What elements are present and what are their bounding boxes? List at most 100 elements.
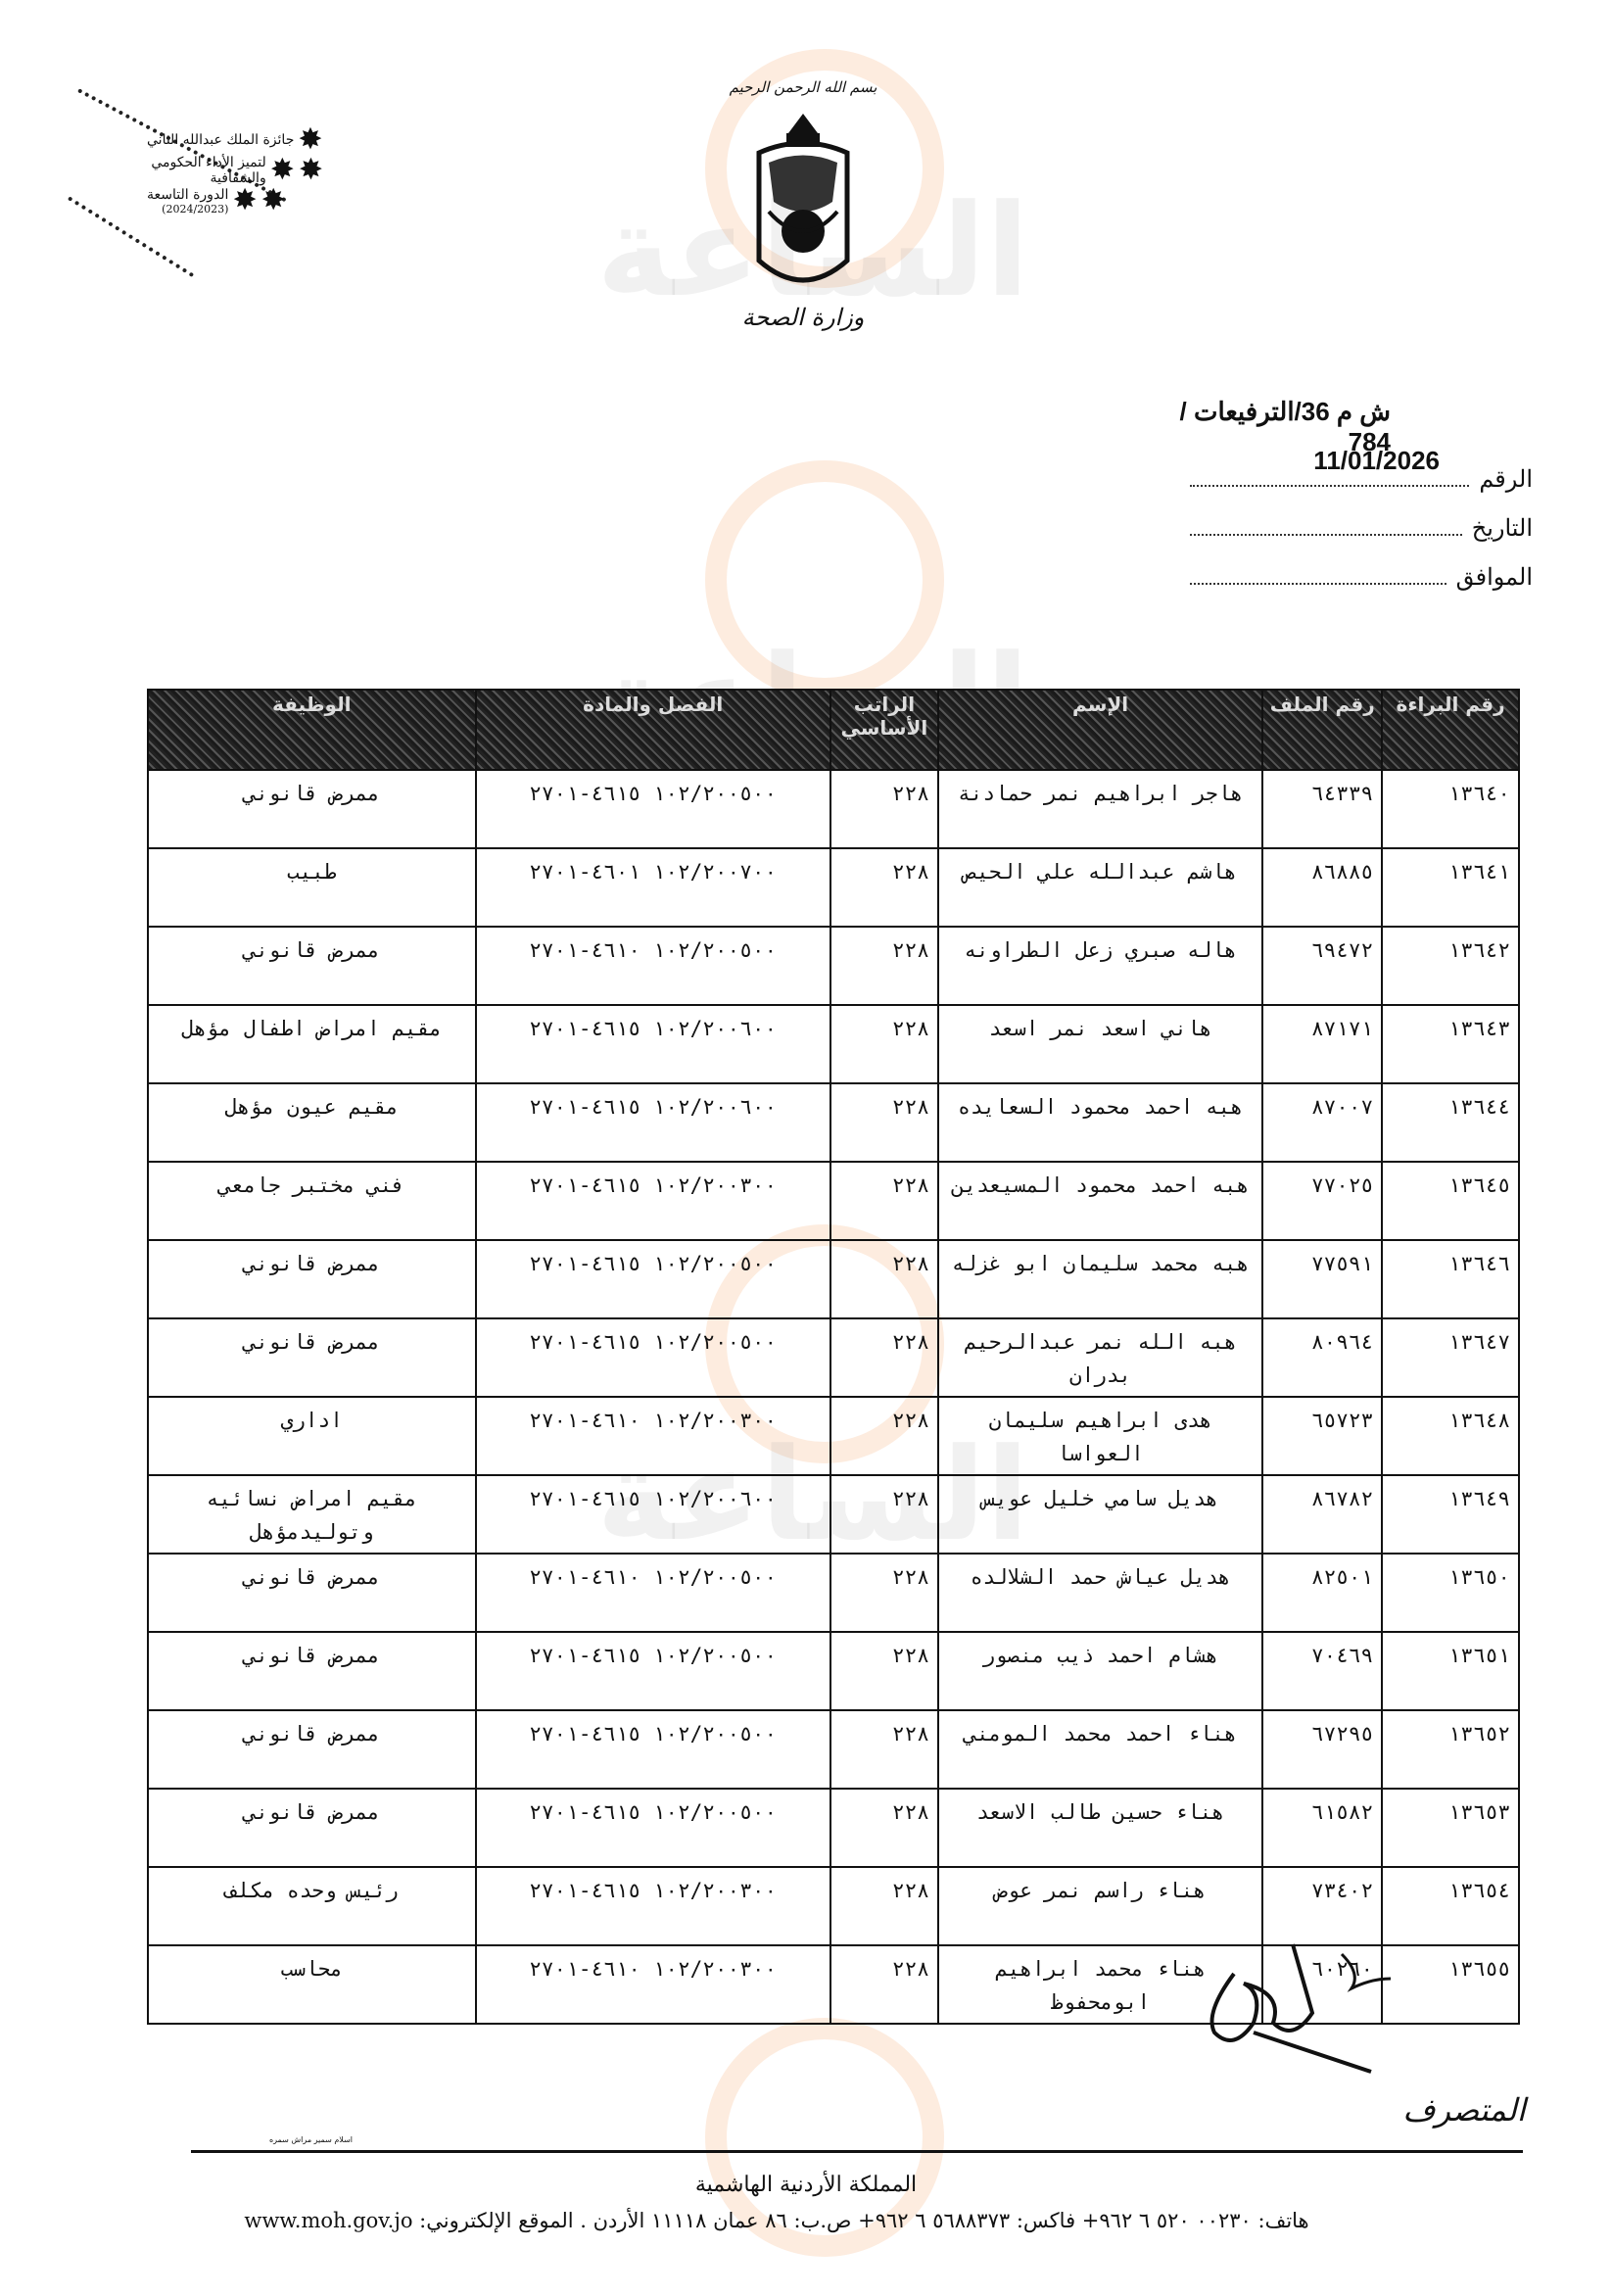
cell-job-title: طبيب [147,847,477,928]
field-corresponding: الموافق [1190,563,1533,591]
cell-license-number: ١٣٦٥١ [1381,1631,1520,1711]
field-label: الموافق [1455,563,1533,591]
column-header: الإسم [936,689,1264,771]
cell-basic-salary: ٢٢٨ [829,1474,939,1555]
cell-chapter-article: ١٠٢/٢٠٠٣٠٠ ٤٦١٥-٢٧٠١ [474,1866,831,1946]
table-row: ١٣٦٥٠ ٨٢٥٠١ هديل عياش حمد الشلالده ٢٢٨ ١٠٢/٢… [147,1553,1520,1633]
cell-chapter-article: ١٠٢/٢٠٠٥٠٠ ٤٦١٥-٢٧٠١ [474,1317,831,1398]
field-dotted-line [1190,485,1470,487]
table-row: ١٣٦٤٣ ٨٧١٧١ هاني اسعد نمر اسعد ٢٢٨ ١٠٢/٢٠٠٦٠… [147,1004,1520,1084]
cell-license-number: ١٣٦٤٤ [1381,1082,1520,1163]
cell-job-title: ممرض قانوني [147,1239,477,1319]
typist-note: اسلام سمير مراش سمره [268,2135,353,2144]
cell-employee-name: هاله صبري زعل الطراونه [936,926,1264,1006]
cell-file-number: ٦٩٤٧٢ [1261,926,1384,1006]
footer-contact: هاتف: ٠٠٢٣٠ ٥٢٠ ٦ ٩٦٢+ فاكس: ٥٦٨٨٣٧٣ ٦ ٩… [244,2209,1309,2232]
cell-employee-name: هاجر ابراهيم نمر حمادنة [936,769,1264,849]
handwritten-signature [1209,1943,1392,2074]
cell-license-number: ١٣٦٤٢ [1381,926,1520,1006]
cell-employee-name: هدى ابراهيم سليمان العواسا [936,1396,1264,1476]
cell-file-number: ٦٧٢٩٥ [1261,1709,1384,1790]
crown-crest-icon [756,114,850,283]
field-dotted-line [1190,534,1462,536]
table-row: ١٣٦٤٩ ٨٦٧٨٢ هديل سامي خليل عويس ٢٢٨ ١٠٢/٢٠٠٦… [147,1474,1520,1555]
footer-country: المملكة الأردنية الهاشمية [694,2173,918,2197]
cell-job-title: اداري [147,1396,477,1476]
table-row: ١٣٦٥٣ ٦١٥٨٢ هناء حسين طالب الاسعد ٢٢٨ ١٠٢/٢٠… [147,1788,1520,1868]
cell-chapter-article: ١٠٢/٢٠٠٣٠٠ ٤٦١٠-٢٧٠١ [474,1396,831,1476]
column-header: الوظيفة [147,689,477,771]
cell-job-title: ممرض قانوني [147,769,477,849]
cell-job-title: رئيس وحده مكلف [147,1866,477,1946]
cell-license-number: ١٣٦٤٨ [1381,1396,1520,1476]
table-row: ١٣٦٤٤ ٨٧٠٠٧ هبه احمد محمود السعايده ٢٢٨ ١٠٢/… [147,1082,1520,1163]
table-row: ١٣٦٤٨ ٦٥٧٢٣ هدى ابراهيم سليمان العواسا ٢٢٨ ١… [147,1396,1520,1476]
cell-chapter-article: ١٠٢/٢٠٠٥٠٠ ٤٦١٥-٢٧٠١ [474,1709,831,1790]
cell-job-title: مقيم عيون مؤهل [147,1082,477,1163]
field-dotted-line [1190,583,1446,585]
column-header: رقم الملف [1261,689,1384,771]
badge-line: جائزة الملك عبدالله الثاني [147,132,295,148]
cell-file-number: ٨٢٥٠١ [1261,1553,1384,1633]
document-date: 11/01/2026 [1313,446,1440,475]
footer-divider [191,2150,1523,2153]
table-row: ١٣٦٤٠ ٦٤٣٣٩ هاجر ابراهيم نمر حمادنة ٢٢٨ ١٠٢/… [147,769,1520,849]
field-number: الرقم [1190,465,1533,493]
star-icon: ✸ [269,153,295,187]
cell-license-number: ١٣٦٥٣ [1381,1788,1520,1868]
cell-license-number: ١٣٦٤٥ [1381,1161,1520,1241]
cell-license-number: ١٣٦٥٤ [1381,1866,1520,1946]
field-date: التاريخ [1190,514,1533,542]
cell-basic-salary: ٢٢٨ [829,1396,939,1476]
cell-basic-salary: ٢٢٨ [829,1082,939,1163]
signatory-title: المتصرف [1402,2091,1526,2129]
cell-basic-salary: ٢٢٨ [829,847,939,928]
cell-job-title: ممرض قانوني [147,926,477,1006]
cell-file-number: ٨٦٧٨٢ [1261,1474,1384,1555]
field-label: الرقم [1479,465,1533,493]
cell-job-title: ممرض قانوني [147,1553,477,1633]
cell-employee-name: هبه الله نمر عبدالرحيم بدران [936,1317,1264,1398]
cell-license-number: ١٣٦٥٥ [1381,1944,1520,2025]
column-header: الفصل والمادة [474,689,831,771]
cell-license-number: ١٣٦٤٣ [1381,1004,1520,1084]
cell-license-number: ١٣٦٤٦ [1381,1239,1520,1319]
cell-chapter-article: ١٠٢/٢٠٠٦٠٠ ٤٦١٥-٢٧٠١ [474,1474,831,1555]
cell-basic-salary: ٢٢٨ [829,1788,939,1868]
ministry-crest: بسم الله الرحمن الرحيم وزارة الصحة [725,78,881,362]
cell-file-number: ٦٤٣٣٩ [1261,769,1384,849]
document-reference: ش م 36/الترفيعات / 784 [1179,397,1391,456]
cell-chapter-article: ١٠٢/٢٠٠٥٠٠ ٤٦١٥-٢٧٠١ [474,769,831,849]
cell-job-title: ممرض قانوني [147,1631,477,1711]
cell-basic-salary: ٢٢٨ [829,1944,939,2025]
cell-employee-name: هناء احمد محمد المومني [936,1709,1264,1790]
star-icon: ✸ [232,183,258,217]
cell-file-number: ٧٠٤٦٩ [1261,1631,1384,1711]
table-row: ١٣٦٤٧ ٨٠٩٦٤ هبه الله نمر عبدالرحيم بدران ٢٢… [147,1317,1520,1398]
cell-license-number: ١٣٦٤٩ [1381,1474,1520,1555]
cell-employee-name: هاني اسعد نمر اسعد [936,1004,1264,1084]
cell-license-number: ١٣٦٥٢ [1381,1709,1520,1790]
cell-job-title: ممرض قانوني [147,1317,477,1398]
basmala: بسم الله الرحمن الرحيم [729,78,877,96]
cell-chapter-article: ١٠٢/٢٠٠٥٠٠ ٤٦١٥-٢٧٠١ [474,1239,831,1319]
column-header: الراتب الأساسي [829,689,939,771]
cell-employee-name: هناء محمد ابراهيم ابومحفوظ [936,1944,1264,2025]
table-row: ١٣٦٤٢ ٦٩٤٧٢ هاله صبري زعل الطراونه ٢٢٨ ١٠٢/٢… [147,926,1520,1006]
cell-basic-salary: ٢٢٨ [829,1161,939,1241]
cell-job-title: ممرض قانوني [147,1788,477,1868]
cell-chapter-article: ١٠٢/٢٠٠٣٠٠ ٤٦١٥-٢٧٠١ [474,1161,831,1241]
cell-job-title: ممرض قانوني [147,1709,477,1790]
cell-chapter-article: ١٠٢/٢٠٠٧٠٠ ٤٦٠١-٢٧٠١ [474,847,831,928]
promotions-table: رقم البراءة رقم الملف الإسم الراتب الأساسي ا… [147,689,1520,2025]
cell-employee-name: هديل عياش حمد الشلالده [936,1553,1264,1633]
table-header-row: رقم البراءة رقم الملف الإسم الراتب الأساسي ا… [147,689,1520,771]
cell-license-number: ١٣٦٤٠ [1381,769,1520,849]
cell-basic-salary: ٢٢٨ [829,1866,939,1946]
cell-chapter-article: ١٠٢/٢٠٠٦٠٠ ٤٦١٥-٢٧٠١ [474,1082,831,1163]
field-label: التاريخ [1471,514,1533,542]
table-row: ١٣٦٤٦ ٧٧٥٩١ هبه محمد سليمان ابو غزله ٢٢٨ ١٠٢… [147,1239,1520,1319]
cell-chapter-article: ١٠٢/٢٠٠٥٠٠ ٤٦١٠-٢٧٠١ [474,1553,831,1633]
cell-basic-salary: ٢٢٨ [829,1631,939,1711]
cell-employee-name: هبه احمد محمود المسيعدين [936,1161,1264,1241]
